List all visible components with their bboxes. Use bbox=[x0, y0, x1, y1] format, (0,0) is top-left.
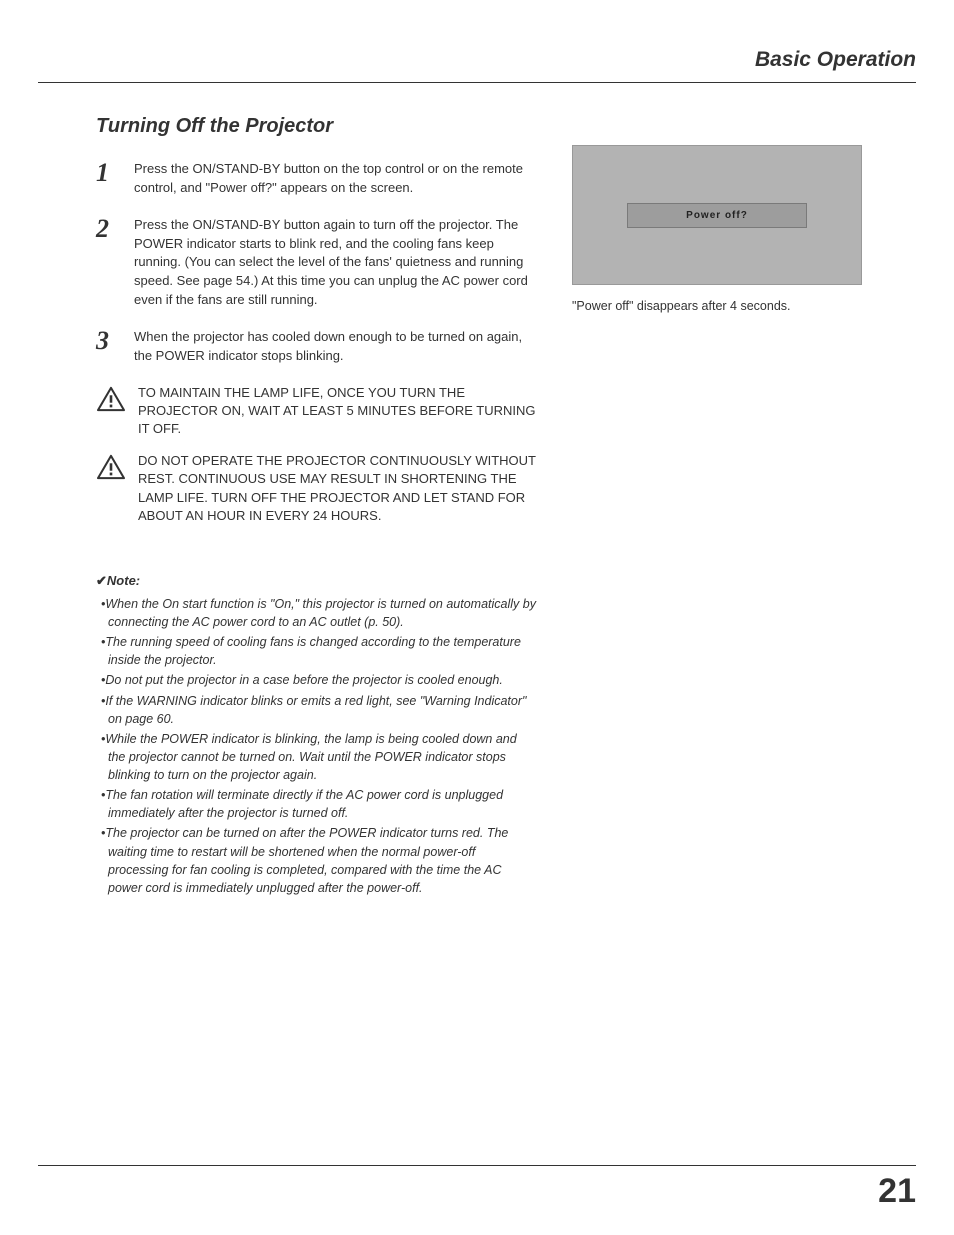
check-icon: ✔ bbox=[96, 573, 107, 588]
screen-caption: "Power off" disappears after 4 seconds. bbox=[572, 299, 892, 313]
warning-icon bbox=[96, 386, 126, 412]
page-header: Basic Operation bbox=[38, 48, 916, 83]
step-number: 1 bbox=[96, 160, 118, 186]
note-title-text: Note: bbox=[107, 573, 140, 588]
right-column: Power off? "Power off" disappears after … bbox=[572, 115, 892, 899]
header-title: Basic Operation bbox=[755, 48, 916, 71]
warning-1: TO MAINTAIN THE LAMP LIFE, ONCE YOU TURN… bbox=[96, 384, 536, 439]
warning-text: TO MAINTAIN THE LAMP LIFE, ONCE YOU TURN… bbox=[138, 384, 536, 439]
page-footer: 21 bbox=[38, 1165, 916, 1211]
note-item: •The running speed of cooling fans is ch… bbox=[96, 633, 536, 669]
page-number: 21 bbox=[878, 1172, 916, 1210]
note-block: ✔Note: •When the On start function is "O… bbox=[96, 573, 536, 897]
warning-icon bbox=[96, 454, 126, 480]
note-title: ✔Note: bbox=[96, 573, 536, 589]
projector-screen: Power off? bbox=[572, 145, 862, 285]
step-2: 2 Press the ON/STAND-BY button again to … bbox=[96, 216, 536, 310]
page: Basic Operation Turning Off the Projecto… bbox=[0, 0, 954, 1235]
section-title: Turning Off the Projector bbox=[96, 115, 536, 138]
step-number: 2 bbox=[96, 216, 118, 242]
step-text: Press the ON/STAND-BY button on the top … bbox=[134, 160, 536, 198]
note-item: •If the WARNING indicator blinks or emit… bbox=[96, 692, 536, 728]
note-item: •When the On start function is "On," thi… bbox=[96, 595, 536, 631]
content-area: Turning Off the Projector 1 Press the ON… bbox=[38, 115, 916, 899]
step-1: 1 Press the ON/STAND-BY button on the to… bbox=[96, 160, 536, 198]
warning-text: DO NOT OPERATE THE PROJECTOR CONTINUOUSL… bbox=[138, 452, 536, 525]
step-text: When the projector has cooled down enoug… bbox=[134, 328, 536, 366]
power-off-dialog: Power off? bbox=[627, 203, 807, 228]
note-item: •Do not put the projector in a case befo… bbox=[96, 671, 536, 689]
step-3: 3 When the projector has cooled down eno… bbox=[96, 328, 536, 366]
step-number: 3 bbox=[96, 328, 118, 354]
warning-2: DO NOT OPERATE THE PROJECTOR CONTINUOUSL… bbox=[96, 452, 536, 525]
note-item: •While the POWER indicator is blinking, … bbox=[96, 730, 536, 784]
step-text: Press the ON/STAND-BY button again to tu… bbox=[134, 216, 536, 310]
note-item: •The projector can be turned on after th… bbox=[96, 824, 536, 897]
left-column: Turning Off the Projector 1 Press the ON… bbox=[96, 115, 536, 899]
note-item: •The fan rotation will terminate directl… bbox=[96, 786, 536, 822]
